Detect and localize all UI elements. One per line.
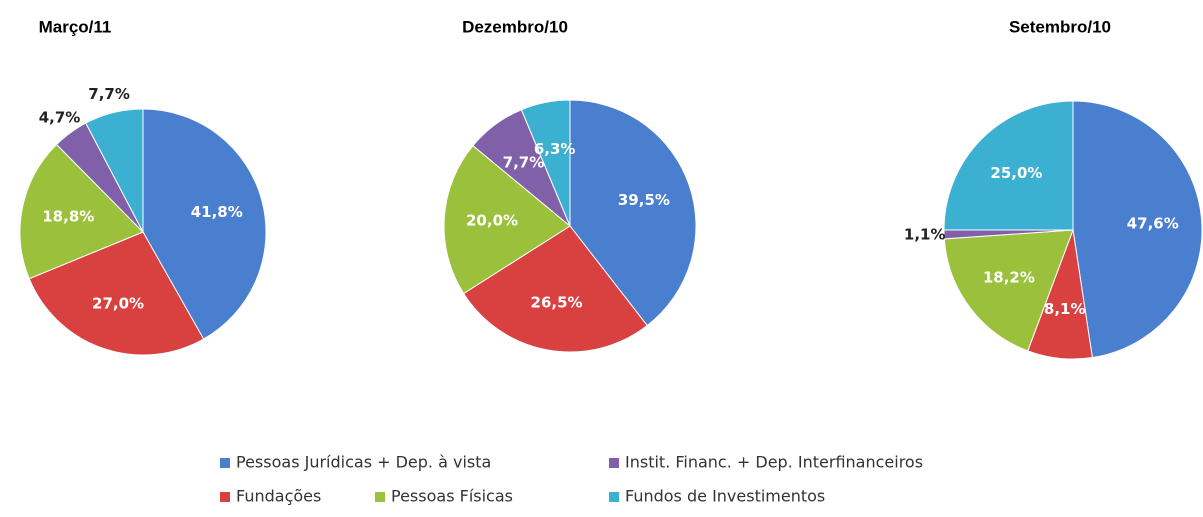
legend-label: Pessoas Físicas [391,487,513,506]
value-label: 7,7% [503,154,545,172]
value-label: 1,1% [904,226,946,244]
value-label: 6,3% [534,140,576,158]
pie-slice [1072,100,1203,359]
value-label: 41,8% [191,203,243,221]
legend-swatch [609,492,619,502]
pie-slice [569,99,697,327]
pie-slice [85,108,144,233]
legend-label: Fundações [236,487,321,506]
pie-slice [28,231,205,356]
chart-title: Dezembro/10 [462,17,568,36]
legend-label: Pessoas Jurídicas + Dep. à vista [236,453,491,472]
pie-slice [19,143,144,280]
pie-slice [943,229,1074,352]
value-label: 39,5% [618,191,670,209]
legend-swatch [375,492,385,502]
pie-slice [462,225,648,353]
pie-slice [443,144,571,295]
value-label: 18,2% [983,268,1035,286]
value-label: 4,7% [39,108,81,126]
value-label: 20,0% [466,212,518,230]
value-label: 47,6% [1127,214,1179,232]
legend-swatch [220,458,230,468]
chart-title: Setembro/10 [1009,17,1111,36]
legend-label: Fundos de Investimentos [625,487,825,506]
value-label: 18,8% [42,207,94,225]
pie-slice [520,99,571,227]
legend-label: Instit. Financ. + Dep. Interfinanceiros [625,453,923,472]
chart-title: Março/11 [39,17,112,36]
legend-swatch [220,492,230,502]
value-label: 27,0% [92,295,144,313]
value-label: 25,0% [990,164,1042,182]
pie-slice [142,108,267,340]
value-label: 8,1% [1044,300,1086,318]
value-label: 26,5% [531,293,583,311]
value-label: 7,7% [88,85,130,103]
legend-swatch [609,458,619,468]
pie-slice [943,100,1074,231]
